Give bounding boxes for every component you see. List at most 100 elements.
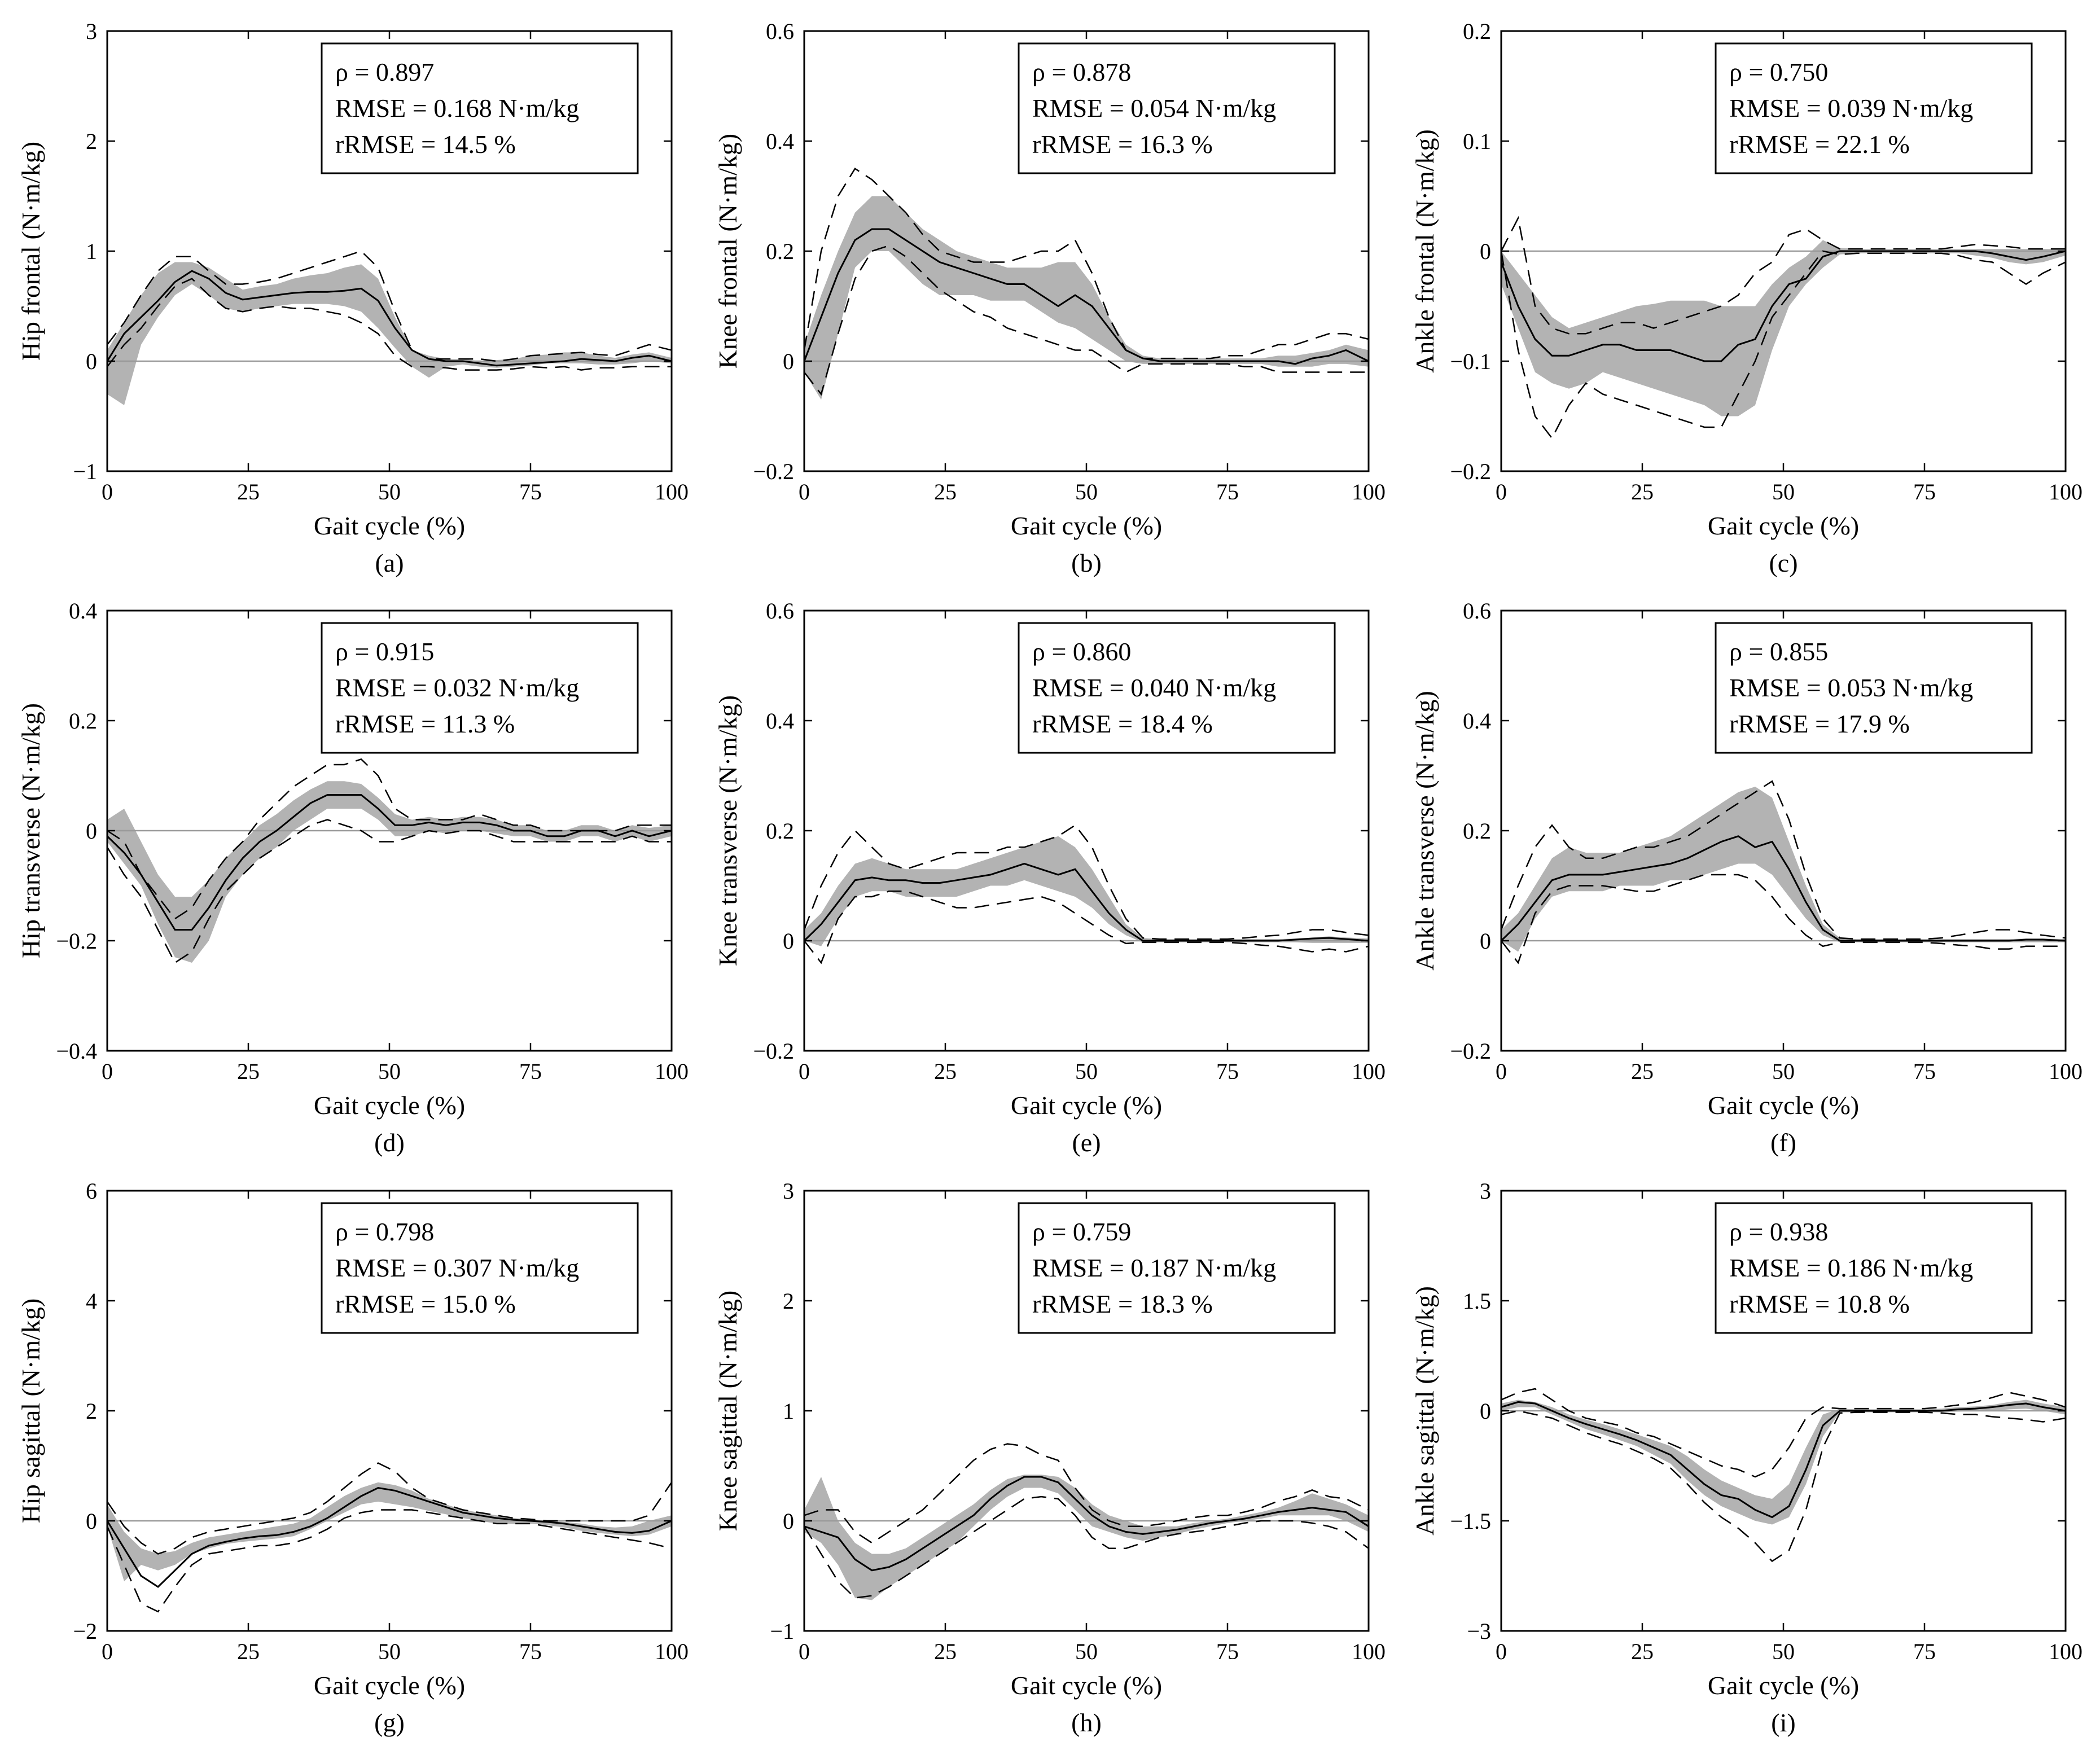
x-tick-label: 100 bbox=[1352, 479, 1386, 505]
y-axis-label: Knee sagittal (N·m/kg) bbox=[713, 1291, 742, 1532]
y-tick-label: 3 bbox=[86, 19, 97, 44]
stats-line: rRMSE = 17.9 % bbox=[1729, 709, 1910, 738]
x-tick-label: 25 bbox=[1631, 479, 1654, 505]
std-band bbox=[1501, 787, 2066, 952]
dashed-lower-line bbox=[804, 1495, 1369, 1599]
stats-box bbox=[321, 1202, 639, 1334]
y-tick-label: 0 bbox=[86, 1508, 97, 1534]
x-tick-label: 50 bbox=[1772, 479, 1795, 505]
y-tick-label: 0.4 bbox=[1463, 708, 1491, 734]
x-axis-label: Gait cycle (%) bbox=[1011, 511, 1162, 540]
stats-line: rRMSE = 18.4 % bbox=[1032, 709, 1213, 738]
mean-line bbox=[1501, 250, 2066, 362]
y-tick-label: −0.1 bbox=[1450, 349, 1491, 374]
stats-line: rRMSE = 14.5 % bbox=[335, 130, 516, 159]
x-tick-label: 0 bbox=[799, 479, 810, 505]
y-tick-label: 0.6 bbox=[1463, 598, 1491, 624]
y-tick-label: 0 bbox=[86, 818, 97, 844]
stats-line: RMSE = 0.186 N·m/kg bbox=[1729, 1253, 1973, 1282]
y-tick-label: 0.2 bbox=[1463, 818, 1491, 844]
y-tick-label: 0.6 bbox=[766, 19, 794, 44]
y-tick-label: −0.2 bbox=[753, 1038, 794, 1064]
stats-line: ρ = 0.759 bbox=[1032, 1217, 1131, 1246]
x-tick-label: 100 bbox=[655, 1639, 689, 1664]
x-tick-label: 100 bbox=[2049, 1639, 2083, 1664]
stats-line: rRMSE = 11.3 % bbox=[335, 709, 515, 738]
y-tick-label: 0.2 bbox=[766, 818, 794, 844]
x-tick-label: 0 bbox=[102, 1059, 113, 1084]
stats-line: RMSE = 0.039 N·m/kg bbox=[1729, 94, 1973, 122]
x-tick-label: 0 bbox=[102, 479, 113, 505]
x-tick-label: 100 bbox=[1352, 1639, 1386, 1664]
y-tick-label: 1 bbox=[783, 1398, 794, 1424]
stats-line: ρ = 0.798 bbox=[335, 1217, 434, 1246]
panel-tag: (a) bbox=[375, 549, 404, 577]
stats-box bbox=[1018, 42, 1336, 174]
stats-line: ρ = 0.915 bbox=[335, 637, 434, 666]
dashed-lower-line bbox=[107, 1509, 672, 1613]
std-band bbox=[804, 196, 1369, 400]
y-tick-label: −1 bbox=[73, 459, 97, 484]
stats-box bbox=[1018, 622, 1336, 754]
dashed-lower-line bbox=[804, 891, 1369, 964]
y-axis-label: Knee frontal (N·m/kg) bbox=[713, 134, 742, 369]
y-axis-label: Hip sagittal (N·m/kg) bbox=[16, 1299, 45, 1524]
mean-line bbox=[107, 270, 672, 367]
x-tick-label: 50 bbox=[1075, 479, 1098, 505]
panel-tag: (i) bbox=[1771, 1708, 1795, 1737]
y-tick-label: 6 bbox=[86, 1178, 97, 1204]
y-tick-label: 3 bbox=[1480, 1178, 1491, 1204]
std-band bbox=[107, 1482, 672, 1582]
y-tick-label: 0 bbox=[86, 349, 97, 374]
x-tick-label: 25 bbox=[934, 479, 957, 505]
dashed-lower-line bbox=[107, 278, 672, 371]
x-tick-label: 25 bbox=[1631, 1059, 1654, 1084]
y-tick-label: 4 bbox=[86, 1288, 97, 1314]
stats-line: ρ = 0.878 bbox=[1032, 58, 1131, 86]
y-tick-label: 0 bbox=[783, 928, 794, 954]
y-tick-label: −0.2 bbox=[1450, 459, 1491, 484]
dashed-upper-line bbox=[1501, 216, 2066, 335]
stats-line: RMSE = 0.053 N·m/kg bbox=[1729, 673, 1973, 702]
panel-tag: (c) bbox=[1769, 549, 1798, 577]
std-band bbox=[107, 262, 672, 405]
dashed-lower-line bbox=[1501, 874, 2066, 964]
y-tick-label: 0 bbox=[783, 1508, 794, 1534]
stats-box bbox=[1715, 622, 2033, 754]
stats-line: RMSE = 0.307 N·m/kg bbox=[335, 1253, 579, 1282]
y-tick-label: 0 bbox=[1480, 239, 1491, 264]
stats-line: ρ = 0.938 bbox=[1729, 1217, 1828, 1246]
x-tick-label: 75 bbox=[1913, 1639, 1936, 1664]
stats-line: RMSE = 0.168 N·m/kg bbox=[335, 94, 579, 122]
y-tick-label: −0.2 bbox=[56, 928, 97, 954]
std-band bbox=[804, 836, 1369, 946]
x-tick-label: 75 bbox=[1216, 1639, 1239, 1664]
x-tick-label: 0 bbox=[1496, 1639, 1507, 1664]
stats-line: rRMSE = 18.3 % bbox=[1032, 1289, 1213, 1318]
x-tick-label: 25 bbox=[1631, 1639, 1654, 1664]
dashed-upper-line bbox=[107, 1462, 672, 1555]
x-axis-label: Gait cycle (%) bbox=[1011, 1091, 1162, 1120]
stats-line: rRMSE = 10.8 % bbox=[1729, 1289, 1910, 1318]
mean-line bbox=[1501, 1401, 2066, 1519]
x-axis-label: Gait cycle (%) bbox=[1708, 511, 1859, 540]
y-axis-label: Ankle frontal (N·m/kg) bbox=[1410, 129, 1439, 373]
y-tick-label: 0.1 bbox=[1463, 129, 1491, 154]
panel-i: 0 25 50 75 100 −3 −1.5 0 1.5 3 Gait cycle (%) Ankle… bbox=[1410, 1178, 2083, 1737]
y-tick-label: −2 bbox=[73, 1618, 97, 1644]
x-tick-label: 25 bbox=[934, 1059, 957, 1084]
x-axis-label: Gait cycle (%) bbox=[1708, 1671, 1859, 1700]
x-axis-label: Gait cycle (%) bbox=[314, 511, 465, 540]
y-tick-label: 0.2 bbox=[69, 708, 97, 734]
mean-line bbox=[804, 1476, 1369, 1572]
panel-tag: (b) bbox=[1071, 549, 1102, 577]
y-tick-label: 0.6 bbox=[766, 598, 794, 624]
std-band bbox=[804, 1475, 1369, 1600]
stats-box bbox=[1018, 1202, 1336, 1334]
y-tick-label: −0.2 bbox=[1450, 1038, 1491, 1064]
stats-box bbox=[321, 42, 639, 174]
